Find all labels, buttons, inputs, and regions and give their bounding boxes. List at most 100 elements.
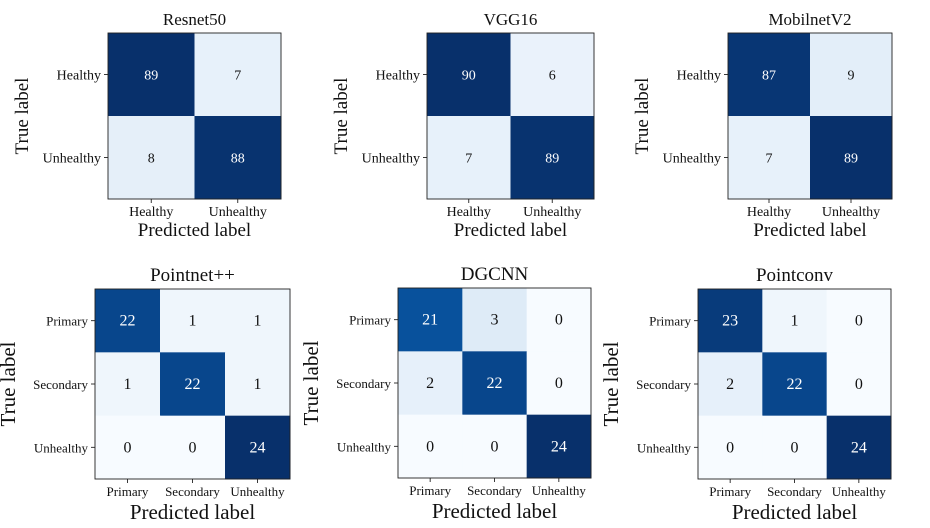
y-tick-label: Unhealthy [362,152,420,167]
matrix-cell [160,289,226,353]
cell-value-label: 8 [148,152,155,167]
matrix-cell [810,116,893,200]
matrix-cell [826,289,892,353]
cell-value-label: 22 [487,375,503,392]
panel-title: Resnet50 [163,10,226,29]
matrix-cell [160,415,226,480]
x-tick-label: Primary [107,484,149,499]
matrix-cell [810,33,893,117]
panel-title: Pointnet++ [150,265,235,286]
cell-value-label: 22 [787,376,803,393]
matrix-cell [526,351,592,416]
y-tick-label: Secondary [336,376,391,391]
matrix-cell [427,33,511,117]
matrix-cell [462,414,528,479]
cell-value-label: 22 [185,376,201,393]
cell-value-label: 7 [766,152,773,167]
matrix-cell [95,289,161,353]
matrix-cell [462,288,528,352]
x-tick-label: Unhealthy [832,484,887,499]
matrix-cell [108,33,195,117]
cell-value-label: 0 [791,439,799,456]
y-tick-label: Unhealthy [337,439,392,454]
matrix-cell [398,414,463,479]
matrix-cell [698,415,763,480]
plot-frame [426,32,595,200]
confusion-matrix-panel: 23 1 02 22 00 0 24PrimarySecondaryUnhealthyPri… [599,265,892,524]
x-axis-label: Predicted label [732,500,858,524]
cell-value-label: 0 [189,439,197,456]
matrix-cell [762,415,828,480]
cell-value-label: 1 [254,313,262,330]
matrix-cell [194,116,282,200]
cell-value-label: 21 [422,312,438,329]
y-tick-label: Healthy [57,69,101,84]
cell-value-label: 7 [234,69,241,84]
cell-value-label: 1 [124,376,132,393]
matrix-cell [526,414,592,479]
y-tick-label: Healthy [677,69,721,84]
x-tick-label: Healthy [129,205,173,220]
y-axis-label: True label [0,341,20,426]
confusion-matrix-panel: 87 9 7 89 Healthy Unhealthy Healthy Unhealthy Mo… [632,10,893,241]
matrix-cell [728,116,811,200]
x-tick-label: Unhealthy [230,484,285,499]
cell-value-label: 7 [465,152,472,167]
cell-value-label: 89 [545,152,559,167]
x-axis-label: Predicted label [130,500,256,524]
x-tick-label: Secondary [467,483,522,498]
confusion-matrix-panel: 22 1 1 1 22 1 0 0 24 Primary Secondary Unhealthy Pri… [0,265,291,524]
cell-value-label: 23 [722,313,738,330]
matrix-cell [728,33,811,117]
confusion-matrix-panel: 21 3 02 22 00 0 24PrimarySecondaryUnhealthyPri… [299,264,592,523]
cell-value-label: 0 [555,375,563,392]
matrix-cell [698,289,763,353]
y-tick-label: Unhealthy [34,440,89,455]
panel-title: DGCNN [461,264,529,285]
cell-value-label: 3 [491,312,499,329]
matrix-cell [510,33,595,117]
x-axis-label: Predicted label [138,220,251,241]
matrix-cell [225,352,291,417]
cell-value-label: 9 [848,69,855,84]
x-axis-label: Predicted label [753,220,866,241]
cell-value-label: 0 [426,438,434,455]
panel-title: MobilnetV2 [768,10,851,29]
cell-value-label: 1 [791,313,799,330]
y-axis-label: True label [599,341,623,426]
x-axis-label: Predicted label [432,499,558,523]
matrix-cell [427,116,511,200]
cell-value-label: 1 [189,313,197,330]
cell-value-label: 2 [726,376,734,393]
matrix-cell [826,352,892,417]
cell-value-label: 89 [144,69,158,84]
matrix-cell [510,116,595,200]
y-tick-label: Secondary [636,377,691,392]
panel-title: VGG16 [484,10,538,29]
y-axis-label: True label [632,78,653,155]
matrix-cell [398,288,463,352]
y-axis-label: True label [299,340,323,425]
x-tick-label: Unhealthy [209,205,267,220]
x-axis-label: Predicted label [454,220,567,241]
y-axis-label: True label [331,78,352,155]
y-axis-label: True label [12,78,33,155]
y-tick-label: Unhealthy [43,152,101,167]
x-tick-label: Healthy [747,205,791,220]
cell-value-label: 0 [855,313,863,330]
matrix-cell [95,352,161,417]
cell-value-label: 2 [426,375,434,392]
y-tick-label: Secondary [33,377,88,392]
cell-value-label: 0 [855,376,863,393]
matrix-cell [160,352,226,417]
cell-value-label: 0 [124,439,132,456]
matrix-cell [698,352,763,417]
matrix-cell [95,415,161,480]
matrix-cell [762,352,828,417]
x-tick-label: Unhealthy [822,205,880,220]
cell-value-label: 1 [254,376,262,393]
matrix-cell [398,351,463,416]
y-tick-label: Unhealthy [637,440,692,455]
cell-value-label: 24 [851,439,867,456]
